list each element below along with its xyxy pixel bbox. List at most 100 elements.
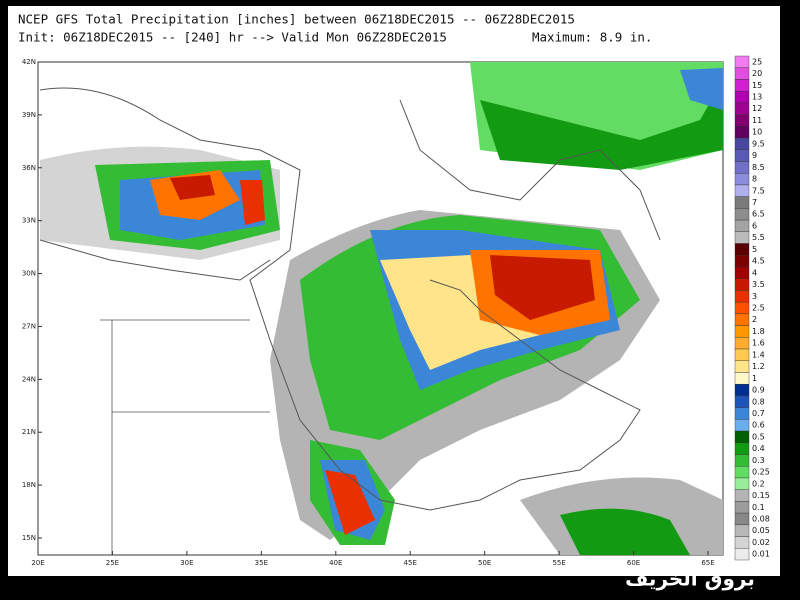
legend-label: 2 — [752, 315, 757, 324]
legend-label: 7.5 — [752, 186, 765, 195]
legend-swatch — [734, 419, 750, 432]
legend-swatch — [734, 501, 750, 514]
legend-swatch — [734, 466, 750, 479]
lat-label: 30N — [22, 270, 36, 278]
legend-swatch — [734, 430, 750, 443]
legend-swatch — [734, 255, 750, 268]
legend-label: 7 — [752, 198, 757, 207]
legend-swatch — [734, 477, 750, 490]
legend-swatch — [734, 407, 750, 420]
legend-swatch — [734, 337, 750, 350]
legend-label: 1.2 — [752, 362, 765, 371]
coastline — [399, 99, 661, 241]
lat-label: 33N — [22, 217, 36, 225]
legend-label: 0.3 — [752, 456, 765, 465]
lon-label: 45E — [404, 559, 417, 567]
legend-label: 25 — [752, 57, 762, 66]
precip-area — [325, 470, 375, 535]
legend-label: 9.5 — [752, 139, 765, 148]
watermark: بروق الخريف — [625, 567, 755, 591]
legend-label: 4.5 — [752, 257, 765, 266]
legend-label: 0.6 — [752, 421, 765, 430]
legend-swatch — [734, 278, 750, 291]
legend-label: 1.4 — [752, 350, 765, 359]
legend-swatch — [734, 454, 750, 467]
legend-swatch — [734, 114, 750, 127]
legend-swatch — [734, 126, 750, 139]
legend-swatch — [734, 512, 750, 526]
precip-fields — [39, 62, 723, 555]
lon-label: 65E — [701, 559, 714, 567]
legend-swatch — [734, 360, 750, 373]
legend-label: 3.5 — [752, 280, 765, 289]
legend-label: 12 — [752, 104, 762, 113]
legend-label: 0.01 — [752, 550, 770, 559]
precip-area — [560, 508, 690, 555]
legend-swatch — [734, 208, 750, 221]
legend-label: 9 — [752, 151, 757, 160]
legend-swatch — [734, 301, 750, 315]
legend-swatch — [734, 161, 750, 174]
precip-area — [480, 80, 723, 170]
legend-label: 0.15 — [752, 491, 770, 500]
legend-swatch — [734, 383, 750, 397]
border — [100, 319, 270, 555]
legend-label: 5 — [752, 245, 757, 254]
legend-label: 0.8 — [752, 397, 765, 406]
maximum-label: Maximum: 8.9 in. — [532, 30, 652, 45]
color-legend: 252015131211109.598.587.576.565.554.543.… — [734, 55, 770, 561]
legend-label: 15 — [752, 81, 762, 90]
latitude-labels: 42N 39N 36N 33N 30N 27N 24N 21N 18N 15N — [22, 58, 42, 542]
legend-swatch — [734, 231, 750, 244]
legend-label: 11 — [752, 116, 762, 125]
map: 42N 39N 36N 33N 30N 27N 24N 21N 18N 15N 20E 25E 30E… — [22, 58, 724, 567]
legend-swatch — [734, 219, 750, 233]
legend-swatch — [734, 548, 750, 561]
lon-label: 60E — [627, 559, 640, 567]
legend-label: 8.5 — [752, 163, 765, 172]
legend-swatch — [734, 325, 750, 338]
lon-label: 20E — [31, 559, 44, 567]
legend-swatch — [734, 290, 750, 303]
legend-swatch — [734, 196, 750, 209]
lat-label: 27N — [22, 322, 36, 330]
legend-swatch — [734, 489, 750, 502]
legend-label: 1 — [752, 374, 757, 383]
legend-swatch — [734, 536, 750, 549]
lat-label: 39N — [22, 111, 36, 119]
legend-label: 1.6 — [752, 339, 765, 348]
legend-label: 1.8 — [752, 327, 765, 336]
legend-swatch — [734, 243, 750, 256]
legend-label: 0.25 — [752, 468, 770, 477]
title-line-1: NCEP GFS Total Precipitation [inches] be… — [18, 12, 575, 27]
legend-swatch — [734, 102, 750, 115]
lat-label: 21N — [22, 428, 36, 436]
legend-label: 4 — [752, 268, 757, 277]
legend-label: 0.5 — [752, 432, 765, 441]
legend-swatch — [734, 524, 750, 537]
longitude-labels: 20E 25E 30E 35E 40E 45E 50E 55E 60E 65E — [31, 551, 715, 567]
legend-label: 0.9 — [752, 386, 765, 395]
legend-label: 8 — [752, 175, 757, 184]
legend-swatch — [734, 67, 750, 80]
legend-swatch — [734, 184, 750, 197]
legend-label: 6 — [752, 221, 757, 230]
lat-label: 36N — [22, 164, 36, 172]
lon-label: 55E — [552, 559, 565, 567]
legend-swatch — [734, 313, 750, 326]
lon-label: 25E — [106, 559, 119, 567]
legend-label: 0.02 — [752, 538, 770, 547]
precip-area — [680, 68, 723, 110]
legend-swatch — [734, 266, 750, 279]
legend-swatch — [734, 395, 750, 408]
legend-swatch — [734, 149, 750, 162]
lon-label: 50E — [478, 559, 491, 567]
lat-label: 18N — [22, 481, 36, 489]
legend-label: 0.08 — [752, 514, 770, 523]
legend-swatch — [734, 348, 750, 361]
coastline — [39, 87, 641, 511]
precip-area — [170, 175, 215, 200]
legend-swatch — [734, 137, 750, 150]
